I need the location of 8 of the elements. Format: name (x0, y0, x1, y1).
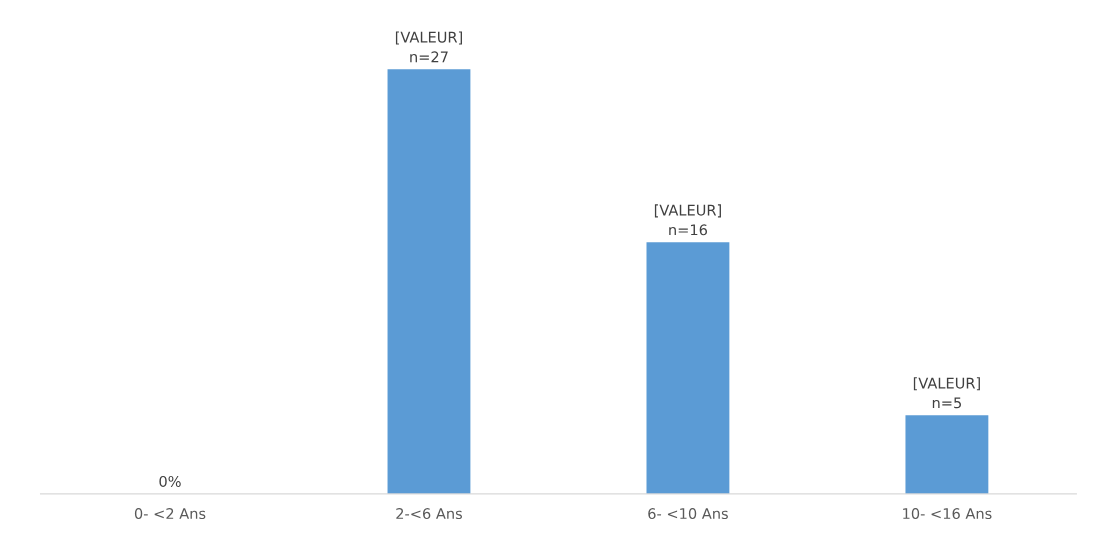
x-tick-label: 10- <16 Ans (903, 508, 992, 520)
x-tick-label: 0- <2 Ans (134, 508, 206, 520)
data-label: [VALEUR] n=16 (654, 204, 721, 236)
x-tick-label: 2-<6 Ans (396, 508, 462, 520)
data-label: 0% (159, 475, 181, 487)
x-tick-label: 6- <10 Ans (648, 508, 728, 520)
data-label: [VALEUR] n=27 (395, 31, 462, 63)
data-label: [VALEUR] n=5 (913, 377, 980, 409)
